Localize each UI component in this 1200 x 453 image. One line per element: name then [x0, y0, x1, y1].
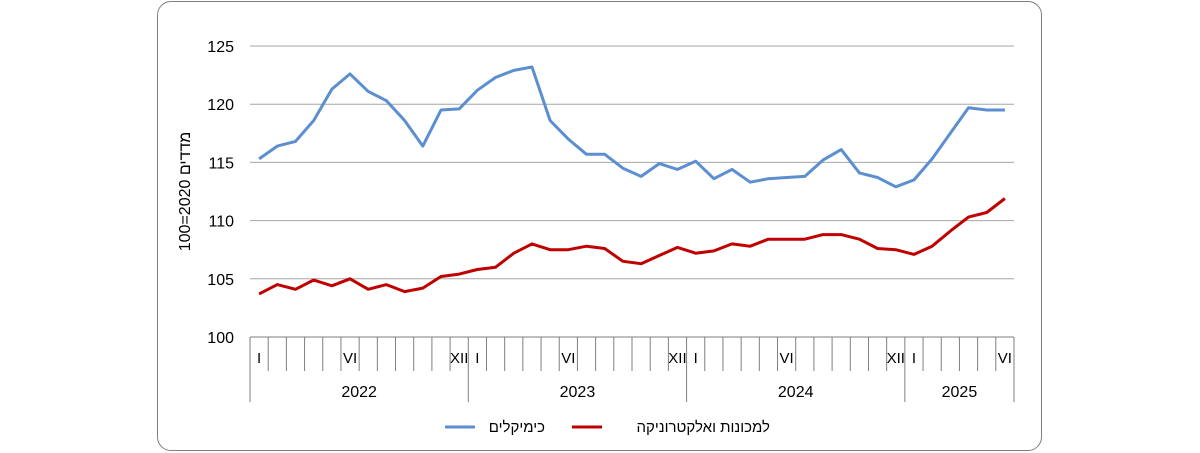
month-label: VI — [780, 350, 794, 367]
legend: כימיקלים למכונות ואלקטרוניקה — [445, 419, 770, 436]
month-label: I — [257, 350, 261, 367]
y-tick-label: 100 — [207, 330, 234, 347]
month-label: I — [694, 350, 698, 367]
month-label: I — [475, 350, 479, 367]
month-label: VI — [561, 350, 575, 367]
month-label: XII — [887, 350, 905, 367]
y-tick-label: 120 — [207, 97, 234, 114]
y-tick-label: 105 — [207, 272, 234, 289]
series-line-1 — [258, 65, 1005, 189]
month-label: I — [912, 350, 916, 367]
month-label: VI — [343, 350, 357, 367]
month-label: XII — [668, 350, 686, 367]
y-tick-labels: 100 105 110 115 120 125 — [207, 39, 234, 347]
year-label: 2023 — [560, 384, 596, 401]
axes — [249, 336, 1015, 402]
y-tick-label: 125 — [207, 39, 234, 56]
y-axis-label: מדדים 2020=100 — [177, 132, 194, 252]
series-lines — [258, 65, 1006, 296]
year-labels: 2022 2023 2024 2025 — [341, 384, 977, 401]
chart-frame — [157, 1, 1042, 451]
y-tick-label: 110 — [208, 214, 234, 231]
series-line-2 — [258, 197, 1006, 296]
month-label: XII — [450, 350, 468, 367]
month-labels: I VI XII I VI XII I VI XII I VI — [257, 350, 1012, 367]
grid-lines — [250, 45, 1014, 280]
legend-label-2: למכונות ואלקטרוניקה — [637, 419, 770, 436]
year-label: 2025 — [942, 384, 978, 401]
y-tick-label: 115 — [208, 155, 234, 172]
year-label: 2022 — [341, 384, 377, 401]
year-label: 2024 — [778, 384, 814, 401]
legend-label-1: כימיקלים — [489, 419, 545, 436]
month-label: VI — [998, 350, 1012, 367]
